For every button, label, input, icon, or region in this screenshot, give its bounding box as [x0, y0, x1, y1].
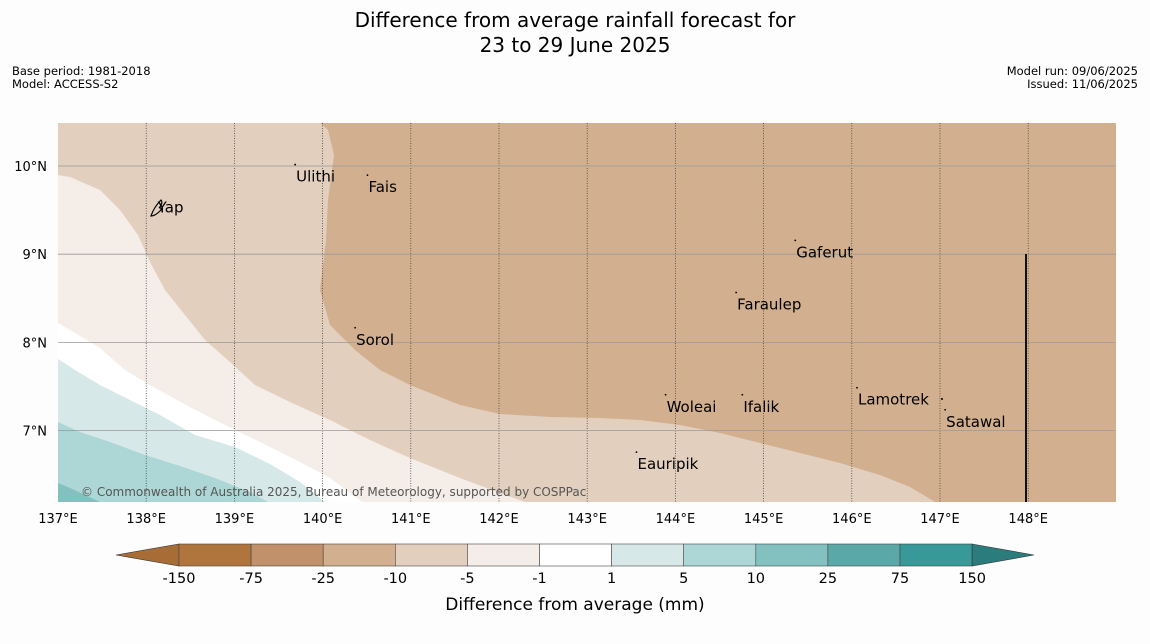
- longitude-tick-label: 146°E: [832, 512, 872, 527]
- place-gaferut: Gaferut: [794, 239, 853, 261]
- colorbar-segment: [827, 543, 901, 567]
- latitude-tick-label: 10°N: [14, 160, 47, 175]
- colorbar-tick-label: -75: [239, 571, 263, 587]
- place-ulithi: Ulithi: [294, 163, 335, 186]
- contour-5-to-10: [58, 422, 268, 502]
- colorbar-tick-label: -5: [460, 571, 474, 587]
- longitude-tick-label: 144°E: [656, 512, 696, 527]
- place-label: Fais: [368, 178, 397, 196]
- title-line-1: Difference from average rainfall forecas…: [354, 8, 796, 32]
- colorbar-tick-label: -10: [383, 571, 407, 587]
- colorbar-segment: [394, 543, 468, 567]
- place-label: Sorol: [356, 331, 394, 349]
- islet-marker: [941, 398, 943, 400]
- colorbar-tick-label: -150: [163, 571, 196, 587]
- place-label: Satawal: [946, 413, 1005, 431]
- latitude-tick-label: 8°N: [23, 336, 48, 351]
- colorbar-title: Difference from average (mm): [445, 595, 704, 615]
- longitude-tick-label: 138°E: [126, 512, 166, 527]
- place-sorol: Sorol: [354, 326, 394, 349]
- place-marker: [856, 386, 858, 389]
- place-label: Lamotrek: [858, 391, 929, 409]
- map-title: Difference from average rainfall forecas…: [0, 8, 1150, 58]
- place-label: Yap: [157, 198, 184, 216]
- colorbar-tick-label: 75: [891, 571, 909, 587]
- longitude-tick-label: 140°E: [303, 512, 343, 527]
- colorbar-segment: [322, 543, 396, 567]
- map-area: Ulithi Fais Yap Gaferut Faraulep Sorol Lamotre…: [58, 123, 1116, 502]
- colorbar-tick-label: -25: [311, 571, 335, 587]
- issued-date: Issued: 11/06/2025: [1027, 77, 1138, 91]
- longitude-tick-label: 137°E: [38, 512, 78, 527]
- place-satawal: Satawal: [944, 408, 1006, 431]
- colorbar-segment: [178, 543, 252, 567]
- colorbar-tick-label: 25: [819, 571, 837, 587]
- colorbar-tick-label: 150: [958, 571, 986, 587]
- place-faraulep: Faraulep: [735, 291, 801, 313]
- place-yap: Yap: [157, 198, 184, 216]
- colorbar-segment: [755, 543, 829, 567]
- place-marker: [794, 239, 797, 242]
- colorbar-segment: [539, 543, 612, 567]
- place-marker: [366, 174, 369, 177]
- place-label: Eauripik: [637, 455, 698, 473]
- longitude-tick-label: 145°E: [744, 512, 784, 527]
- yap-island-icon: [150, 199, 163, 217]
- colorbar-segment: [683, 543, 757, 567]
- place-label: Woleai: [667, 398, 717, 416]
- place-label: Ifalik: [743, 398, 779, 416]
- longitude-tick-label: 141°E: [391, 512, 431, 527]
- place-ifalik: Ifalik: [741, 393, 780, 416]
- place-label: Faraulep: [737, 295, 801, 313]
- graticule: [58, 123, 1116, 502]
- place-label: Gaferut: [796, 243, 853, 261]
- colorbar-right-arrow: [971, 543, 1035, 567]
- contour-10-to-25: [58, 483, 100, 502]
- place-marker: [944, 408, 947, 411]
- place-eauripik: Eauripik: [635, 451, 699, 473]
- place-marker: [735, 291, 738, 294]
- longitude-tick-label: 148°E: [1008, 512, 1048, 527]
- longitude-tick-label: 139°E: [215, 512, 255, 527]
- base-period: Base period: 1981-2018: [12, 64, 151, 78]
- colorbar: -150 -75 -25 -10 -5 -1 1 5 10 25 75 150: [115, 543, 1035, 587]
- colorbar-segment: [250, 543, 324, 567]
- title-line-2: 23 to 29 June 2025: [479, 33, 671, 57]
- meta-left: Base period: 1981-2018 Model: ACCESS-S2: [12, 65, 151, 91]
- place-marker: [741, 393, 744, 396]
- colorbar-left-arrow: [115, 543, 180, 567]
- place-woleai: Woleai: [664, 393, 717, 416]
- place-marker: [354, 326, 357, 329]
- colorbar-tick-label: 1: [607, 571, 616, 587]
- latitude-tick-label: 7°N: [23, 425, 48, 440]
- place-labels: Ulithi Fais Yap Gaferut Faraulep Sorol Lamotre…: [157, 163, 1006, 473]
- place-marker: [294, 163, 297, 166]
- longitude-tick-label: 147°E: [920, 512, 960, 527]
- longitude-tick-label: 142°E: [479, 512, 519, 527]
- colorbar-segment: [467, 543, 540, 567]
- place-lamotrek: Lamotrek: [856, 386, 929, 409]
- place-fais: Fais: [366, 174, 397, 196]
- longitude-labels: 137°E 138°E 139°E 140°E 141°E 142°E 143°E 144°E…: [38, 512, 1048, 527]
- copyright-notice: © Commonwealth of Australia 2025, Bureau…: [81, 485, 586, 499]
- place-marker: [664, 393, 667, 396]
- model-run: Model run: 09/06/2025: [1006, 64, 1138, 78]
- meta-right: Model run: 09/06/2025 Issued: 11/06/2025: [1007, 65, 1138, 91]
- colorbar-tick-label: -1: [532, 571, 546, 587]
- colorbar-tick-label: 10: [747, 571, 765, 587]
- colorbar-segment: [899, 543, 973, 567]
- colorbar-segment: [611, 543, 684, 567]
- latitude-tick-label: 9°N: [23, 248, 48, 263]
- colorbar-tick-label: 5: [679, 571, 688, 587]
- place-label: Ulithi: [296, 168, 335, 186]
- latitude-labels: 10°N 9°N 8°N 7°N: [14, 160, 47, 440]
- longitude-tick-label: 143°E: [567, 512, 607, 527]
- place-marker: [635, 451, 638, 454]
- model-name: Model: ACCESS-S2: [12, 77, 119, 91]
